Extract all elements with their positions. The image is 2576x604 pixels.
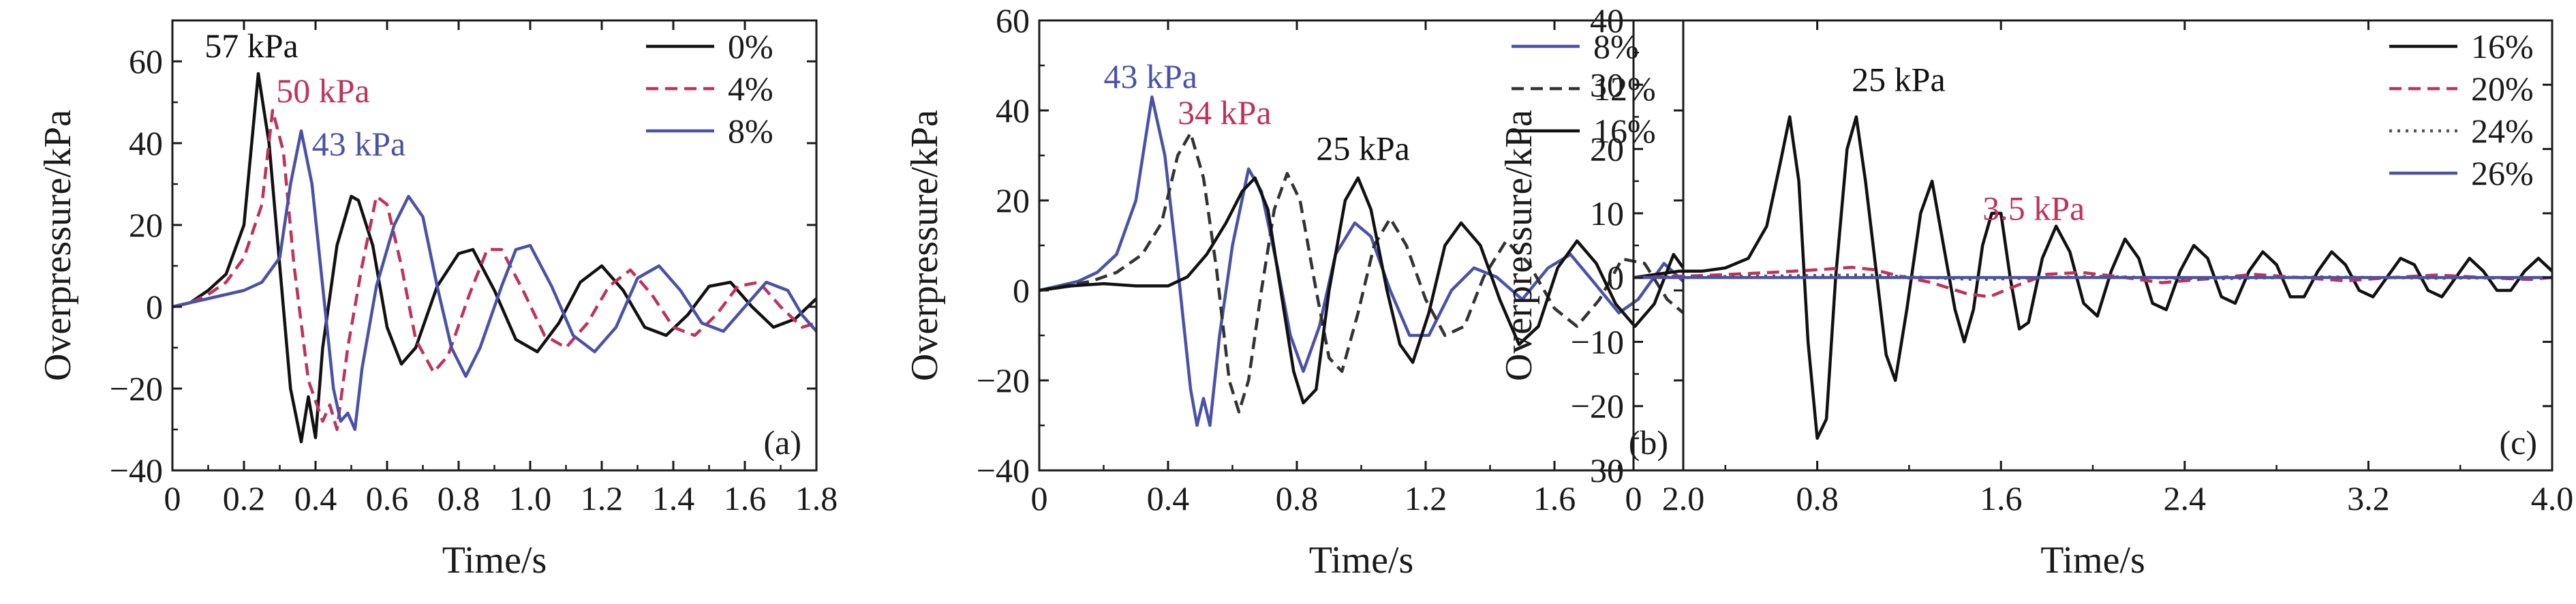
x-tick-label: 1.6: [1980, 479, 2023, 517]
y-tick-label: −40: [977, 451, 1030, 489]
y-tick-label: −30: [1571, 451, 1624, 489]
peak-annotation: 57 kPa: [204, 27, 298, 65]
x-axis-label: Time/s: [2040, 539, 2145, 582]
plot-frame: [171, 19, 818, 472]
legend-entry-label: 26%: [2471, 154, 2534, 192]
y-tick-label: 20: [996, 181, 1030, 220]
x-tick-label: 4.0: [2531, 479, 2574, 517]
y-tick-label: 40: [129, 124, 163, 162]
x-tick-label: 2.4: [2164, 479, 2207, 517]
x-tick-label: 1.4: [652, 479, 695, 517]
y-tick-label: 0: [146, 288, 163, 326]
y-axis-label: Overpressure/kPa: [1498, 110, 1540, 381]
legend-entry-label: 0%: [728, 27, 773, 65]
legend-entry-label: 16%: [2471, 27, 2534, 65]
y-tick-label: 0: [1607, 258, 1624, 297]
y-axis-label: Overpressure/kPa: [904, 110, 946, 381]
peak-annotation: 43 kPa: [1104, 57, 1198, 95]
legend: 0% 4% 8%: [646, 27, 773, 150]
legend-entry-label: 24%: [2471, 112, 2534, 150]
legend: 8% 12% 16%: [1512, 27, 1656, 150]
series-line-2: [1039, 131, 1685, 414]
panel-label: (b): [1629, 423, 1668, 462]
peak-annotation: 34 kPa: [1178, 93, 1272, 132]
legend-entry-label: 12%: [1593, 70, 1656, 108]
y-axis-label: Overpressure/kPa: [37, 110, 79, 381]
peak-annotation: 3.5 kPa: [1982, 189, 2085, 227]
x-tick-label: 0: [1031, 479, 1048, 517]
x-tick-label: 2.0: [1662, 479, 1705, 517]
chart-panel-2: 0 0.4 0.8 1.2 1.6 2.0 −40 −20 0 20 40 60 Time/s Overp…: [904, 1, 1704, 582]
y-tick-label: 10: [1590, 194, 1624, 232]
y-tick-label: 20: [129, 206, 163, 244]
x-tick-label: 0.8: [1796, 479, 1839, 517]
x-axis-label: Time/s: [442, 539, 547, 582]
series-line-3: [172, 129, 818, 432]
y-tick-label: −40: [110, 451, 163, 489]
x-tick-label: 0.4: [1147, 479, 1190, 517]
peak-annotation: 25 kPa: [1316, 130, 1410, 168]
x-tick-label: 1.6: [724, 479, 767, 517]
y-tick-label: 60: [129, 42, 163, 80]
series-line-1: [172, 72, 818, 444]
y-tick-label: 20: [1590, 130, 1624, 168]
legend-entry-label: 20%: [2471, 70, 2534, 108]
chart-panel-3: 0 0.8 1.6 2.4 3.2 4.0 −30 −20 −10 0 10 20 30 40 Time/s…: [1498, 1, 2573, 582]
peak-annotation: 43 kPa: [312, 125, 406, 163]
y-tick-label: −20: [110, 369, 163, 408]
y-tick-label: 30: [1590, 65, 1624, 104]
peak-annotation: 25 kPa: [1852, 61, 1946, 99]
y-tick-label: −10: [1571, 322, 1624, 361]
y-tick-label: 0: [1013, 271, 1030, 309]
x-tick-label: 0.4: [294, 479, 337, 517]
panel-label: (a): [764, 423, 802, 462]
series-line-1: [1039, 95, 1685, 427]
chart-panels: 0 0.2 0.4 0.6 0.8 1.0 1.2 1.4 1.6 1.8 −40 −20 0 20 40 6…: [37, 1, 2573, 582]
legend-entry-label: 16%: [1593, 112, 1656, 150]
chart-panel-1: 0 0.2 0.4 0.6 0.8 1.0 1.2 1.4 1.6 1.8 −40 −20 0 20 40 6…: [37, 19, 838, 582]
x-tick-label: 1.6: [1533, 479, 1576, 517]
series-line-2: [1633, 265, 2553, 299]
x-tick-label: 1.0: [509, 479, 552, 517]
x-tick-label: 1.8: [795, 479, 838, 517]
x-tick-label: 3.2: [2347, 479, 2390, 517]
x-tick-label: 0: [164, 479, 181, 517]
series-line-3: [1039, 176, 1685, 405]
y-tick-label: 60: [996, 1, 1030, 40]
x-tick-label: 1.2: [1405, 479, 1447, 517]
x-axis-label: Time/s: [1309, 539, 1414, 582]
peak-annotation: 50 kPa: [276, 72, 370, 110]
x-tick-label: 0.6: [366, 479, 409, 517]
series-line-2: [172, 108, 817, 432]
series-line-1: [1633, 115, 2554, 440]
y-tick-label: −20: [977, 361, 1030, 399]
x-tick-label: 0: [1625, 479, 1642, 517]
legend-entry-label: 8%: [728, 112, 773, 150]
legend: 16% 20% 24% 26%: [2389, 27, 2534, 192]
panel-label: (c): [2500, 423, 2538, 462]
y-tick-label: 40: [1590, 1, 1624, 40]
legend-entry-label: 8%: [1593, 27, 1639, 65]
legend-entry-label: 4%: [728, 70, 773, 108]
x-tick-label: 0.8: [1276, 479, 1319, 517]
x-tick-label: 1.2: [581, 479, 624, 517]
x-tick-label: 0.8: [438, 479, 480, 517]
y-tick-label: 40: [996, 91, 1030, 130]
x-tick-label: 0.2: [223, 479, 266, 517]
y-tick-label: −20: [1571, 387, 1624, 425]
